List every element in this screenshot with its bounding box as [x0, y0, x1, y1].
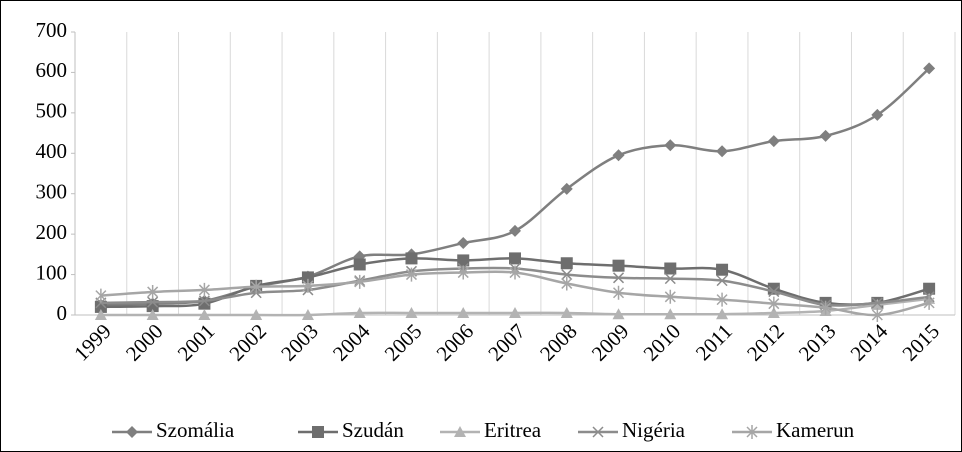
- marker: [664, 289, 676, 304]
- marker: [716, 275, 728, 287]
- marker: [198, 282, 210, 297]
- legend-marker: [312, 426, 324, 438]
- marker: [560, 182, 573, 195]
- marker: [664, 262, 677, 275]
- marker: [198, 309, 211, 320]
- marker: [767, 306, 780, 318]
- marker: [664, 308, 677, 320]
- marker: [612, 259, 625, 272]
- legend-label: Kamerun: [776, 418, 855, 442]
- marker: [716, 308, 729, 320]
- marker: [923, 282, 936, 295]
- legend-marker: [454, 426, 466, 437]
- marker: [250, 309, 263, 320]
- marker: [820, 300, 832, 315]
- y-tick-label: 100: [36, 260, 68, 284]
- marker: [716, 292, 728, 307]
- legend-label: Szomália: [156, 418, 235, 442]
- marker: [871, 108, 884, 121]
- marker: [664, 139, 677, 152]
- y-tick-label: 0: [57, 301, 68, 325]
- y-tick-label: 400: [36, 139, 68, 163]
- marker: [457, 306, 470, 318]
- series: [94, 292, 936, 320]
- marker: [405, 306, 418, 318]
- marker: [457, 254, 470, 267]
- marker: [509, 265, 521, 280]
- marker: [353, 258, 366, 271]
- marker: [560, 257, 573, 270]
- marker: [250, 279, 262, 294]
- marker: [716, 145, 729, 158]
- marker: [923, 295, 935, 310]
- series: [95, 265, 935, 322]
- marker: [457, 265, 469, 280]
- marker: [767, 135, 780, 148]
- marker: [405, 267, 418, 282]
- legend-marker: [746, 425, 758, 439]
- marker: [353, 306, 366, 318]
- marker: [509, 224, 521, 237]
- marker: [457, 237, 470, 250]
- y-tick-label: 600: [36, 58, 68, 82]
- marker: [612, 308, 625, 320]
- legend-marker: [592, 426, 604, 438]
- marker: [768, 286, 780, 298]
- marker: [819, 129, 832, 142]
- marker: [612, 149, 625, 162]
- marker: [560, 306, 573, 318]
- marker: [871, 297, 883, 309]
- legend-label: Nigéria: [622, 418, 686, 442]
- marker: [923, 62, 936, 75]
- y-tick-label: 200: [36, 220, 68, 244]
- marker: [561, 276, 573, 291]
- legend-label: Szudán: [342, 418, 404, 442]
- marker: [301, 309, 314, 320]
- marker: [147, 296, 159, 308]
- marker: [405, 252, 418, 265]
- marker: [302, 278, 314, 293]
- marker: [561, 269, 573, 281]
- marker: [509, 252, 521, 265]
- marker: [354, 274, 366, 289]
- marker: [147, 284, 159, 299]
- marker: [95, 288, 107, 303]
- marker: [612, 285, 625, 300]
- legend-label: Eritrea: [484, 418, 542, 442]
- y-tick-label: 500: [36, 99, 68, 123]
- marker: [612, 272, 625, 284]
- marker: [301, 271, 314, 284]
- marker: [871, 308, 883, 322]
- marker: [94, 309, 107, 320]
- marker: [509, 306, 521, 318]
- y-tick-label: 700: [36, 18, 68, 42]
- marker: [664, 273, 676, 285]
- y-tick-label: 300: [36, 180, 68, 204]
- marker: [716, 263, 729, 276]
- marker: [871, 298, 884, 310]
- marker: [198, 295, 210, 307]
- legend-marker: [126, 426, 138, 438]
- marker: [768, 296, 780, 311]
- marker: [146, 309, 159, 320]
